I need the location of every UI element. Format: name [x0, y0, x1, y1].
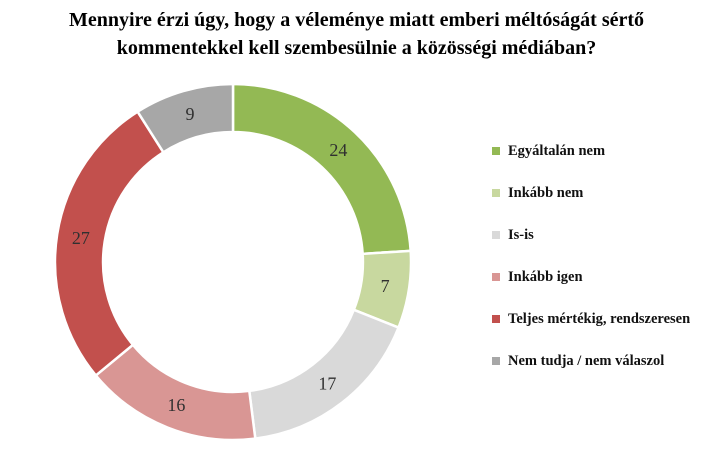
legend-color-swatch-icon [492, 273, 500, 281]
segment-value-label: 7 [381, 276, 390, 296]
legend-color-swatch-icon [492, 357, 500, 365]
chart-title: Mennyire érzi úgy, hogy a véleménye miat… [0, 6, 713, 62]
chart-title-line-2: kommentekkel kell szembesülnie a közössé… [116, 37, 597, 59]
legend: Egyáltalán nem Inkább nem Is-is Inkább i… [492, 141, 707, 393]
legend-color-swatch-icon [492, 315, 500, 323]
legend-item-label: Teljes mértékig, rendszeresen [508, 310, 691, 327]
donut-segment-4 [94, 343, 257, 442]
segment-value-label: 17 [318, 374, 336, 394]
legend-color-swatch-icon [492, 147, 500, 155]
legend-item-inkabb-nem: Inkább nem [492, 183, 707, 203]
legend-item-teljes-mertekig: Teljes mértékig, rendszeresen [492, 309, 707, 329]
legend-color-swatch-icon [492, 231, 500, 239]
chart-title-line-1: Mennyire érzi úgy, hogy a véleménye miat… [68, 9, 645, 31]
legend-item-is-is: Is-is [492, 225, 707, 245]
legend-color-swatch-icon [492, 189, 500, 197]
legend-item-label: Inkább igen [508, 268, 583, 285]
donut-segment-1 [231, 82, 412, 256]
legend-item-label: Is-is [508, 226, 534, 243]
segment-value-label: 24 [329, 140, 347, 160]
segment-value-label: 16 [167, 395, 185, 415]
legend-item-label: Egyáltalán nem [508, 142, 606, 159]
legend-item-label: Inkább nem [508, 184, 584, 201]
legend-item-egyaltalan-nem: Egyáltalán nem [492, 141, 707, 161]
legend-item-label: Nem tudja / nem válaszol [508, 352, 665, 369]
legend-item-inkabb-igen: Inkább igen [492, 267, 707, 287]
donut-segment-6 [136, 82, 235, 154]
segment-value-label: 9 [186, 104, 195, 124]
segment-value-label: 27 [72, 228, 90, 248]
legend-item-nem-tudja: Nem tudja / nem válaszol [492, 351, 707, 371]
